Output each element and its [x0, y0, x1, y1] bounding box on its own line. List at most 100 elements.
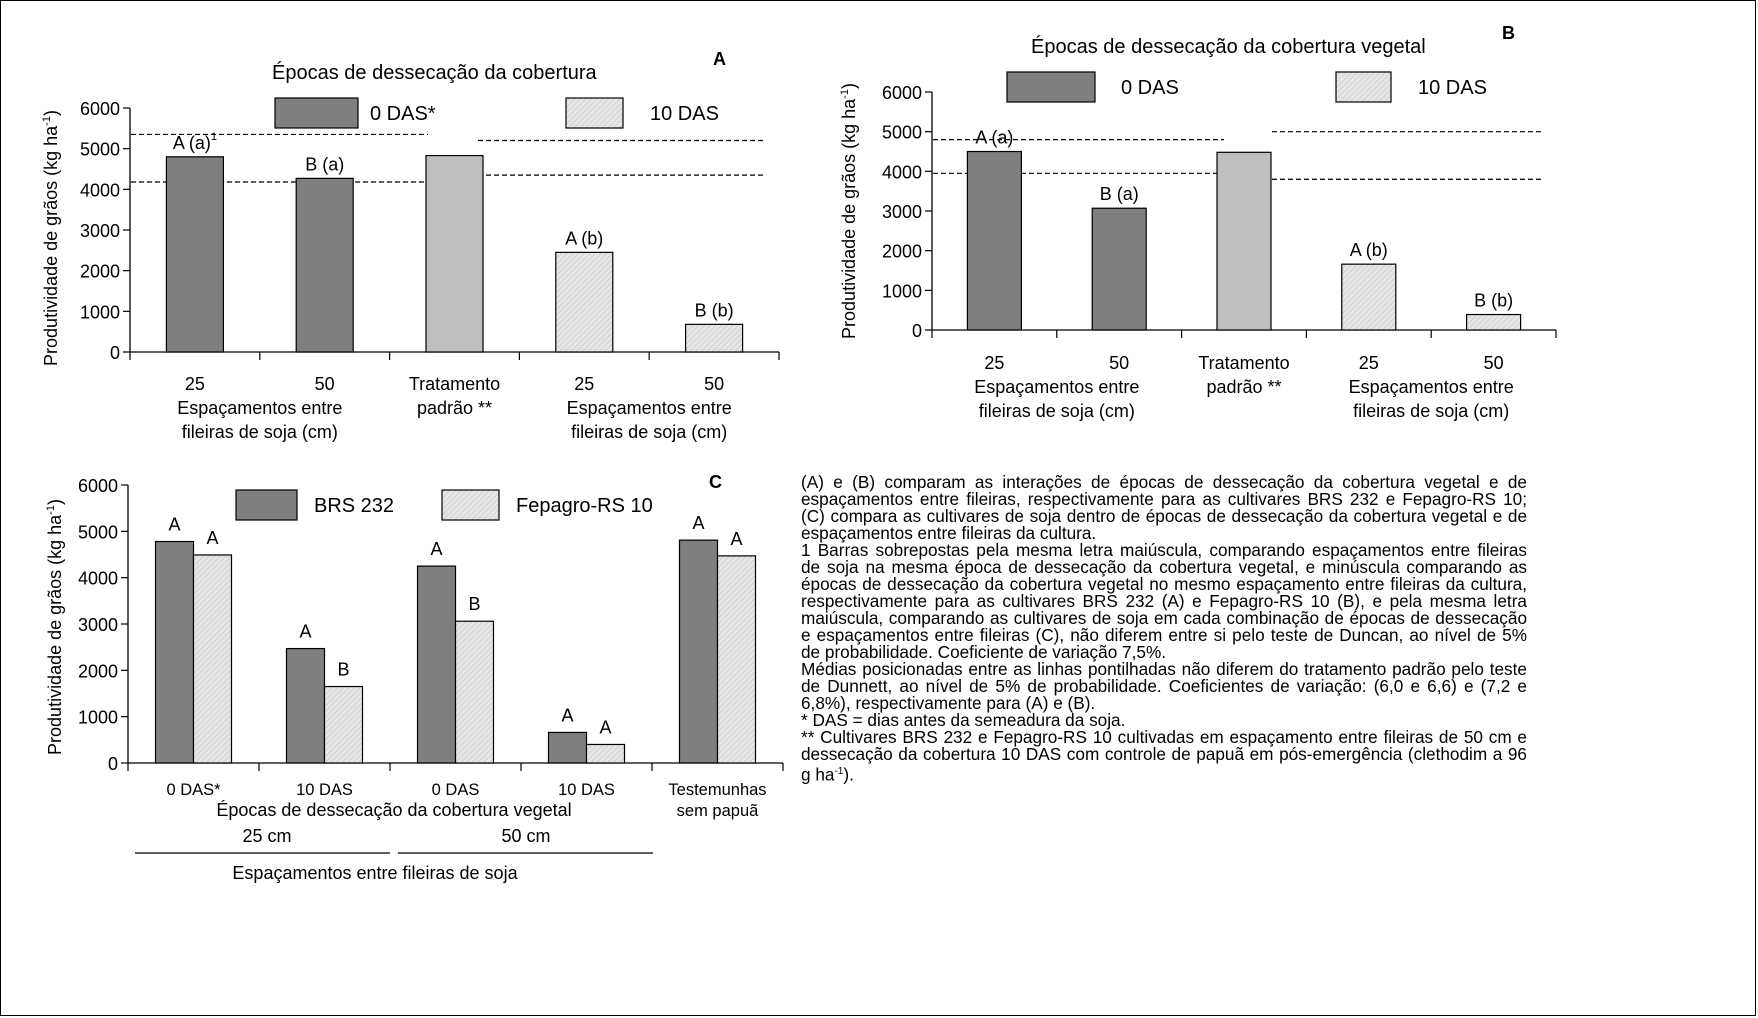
b-bar-label: B (b) — [1474, 291, 1513, 311]
a-x-label: 25 — [574, 374, 594, 394]
a-bar — [684, 323, 744, 353]
b-y-tick-label: 2000 — [882, 242, 922, 262]
a-legend-label: 10 DAS — [650, 103, 719, 125]
spacing-title-c: Espaçamentos entre fileiras de soja — [232, 863, 518, 883]
c-x-label: sem papuã — [677, 802, 759, 820]
a-x-label: fileiras de soja (cm) — [571, 422, 727, 442]
a-bar — [295, 177, 354, 353]
c-bar-label: A — [299, 622, 311, 642]
panel-letter-b: B — [1502, 23, 1515, 43]
b-y-tick-label: 3000 — [882, 202, 922, 222]
c-bar-label: A — [430, 539, 442, 559]
a-y-tick-label: 5000 — [80, 140, 120, 160]
c-x-label: 0 DAS* — [166, 781, 221, 799]
b-legend-swatch — [1335, 71, 1392, 103]
c-x-label: 10 DAS — [296, 781, 353, 799]
b-x-label: Tratamento — [1198, 353, 1289, 373]
panel-letter-a: A — [713, 49, 726, 69]
b-x-label: padrão ** — [1206, 377, 1281, 397]
b-y-tick-label: 4000 — [882, 162, 922, 182]
b-x-label: 50 — [1484, 353, 1504, 373]
b-x-label: 25 — [1359, 353, 1379, 373]
c-bar-label: B — [468, 594, 480, 614]
c-bar — [454, 620, 495, 764]
c-bar — [716, 555, 757, 764]
c-x-label: Testemunhas — [668, 781, 766, 799]
b-bar — [1341, 263, 1397, 331]
c-bar — [285, 647, 326, 764]
c-bar-label: A — [168, 515, 180, 535]
y-axis-label-b: Produtividade de grãos (kg ha-1) — [839, 83, 859, 339]
c-y-tick-label: 0 — [108, 754, 118, 774]
c-legend-swatch — [235, 489, 298, 521]
c-y-tick-label: 1000 — [78, 708, 118, 728]
note-standard-treatment: ** Cultivares BRS 232 e Fepagro-RS 10 cu… — [801, 727, 1527, 785]
b-bar — [1465, 313, 1522, 331]
a-x-label: Tratamento — [409, 374, 500, 394]
c-legend-swatch — [441, 489, 500, 521]
c-legend-label: Fepagro-RS 10 — [516, 495, 653, 517]
panel-letter-c: C — [709, 472, 722, 492]
chart-panel-b: B Épocas de dessecação da cobertura vege… — [839, 23, 1557, 421]
c-x-label: 0 DAS — [432, 781, 480, 799]
b-x-group-label: Espaçamentos entre — [1349, 377, 1514, 397]
note-dunnett: Médias posicionadas entre as linhas pont… — [801, 659, 1527, 713]
y-axis-label-c: Produtividade de grãos (kg ha-1) — [45, 499, 65, 755]
a-y-tick-label: 3000 — [80, 221, 120, 241]
b-bar-label: B (a) — [1100, 184, 1139, 204]
b-x-label: 25 — [984, 353, 1004, 373]
a-bar — [425, 154, 484, 353]
b-x-group-label: fileiras de soja (cm) — [979, 401, 1135, 421]
c-bar-label: A — [561, 705, 573, 725]
b-bar — [966, 150, 1022, 331]
c-bar-label: A — [599, 717, 611, 737]
a-y-tick-label: 4000 — [80, 180, 120, 200]
a-bar — [555, 251, 614, 353]
b-bar — [1091, 207, 1147, 331]
a-legend-label: 0 DAS* — [370, 103, 436, 125]
a-x-label: 50 — [315, 374, 335, 394]
a-y-tick-label: 6000 — [80, 99, 120, 119]
b-y-tick-label: 5000 — [882, 123, 922, 143]
chart-panel-c: C Produtividade de grãos (kg ha-1) BRS 2… — [45, 472, 784, 883]
a-bar-label: B (b) — [695, 300, 734, 320]
c-bar — [416, 565, 457, 764]
b-x-group-label: fileiras de soja (cm) — [1353, 401, 1509, 421]
a-x-label: fileiras de soja (cm) — [182, 422, 338, 442]
c-bar — [323, 685, 364, 764]
note-panels: (A) e (B) comparam as interações de époc… — [801, 472, 1527, 543]
c-bar-label: A — [692, 513, 704, 533]
note-das: * DAS = dias antes da semeadura da soja. — [801, 710, 1126, 730]
c-bar-label: B — [337, 660, 349, 680]
spacing-label-50: 50 cm — [501, 826, 550, 846]
c-bar — [192, 554, 233, 764]
b-bar — [1216, 151, 1272, 331]
b-y-tick-label: 1000 — [882, 281, 922, 301]
c-y-tick-label: 5000 — [78, 522, 118, 542]
a-y-tick-label: 2000 — [80, 262, 120, 282]
b-bar-label: A (a) — [975, 128, 1013, 148]
b-x-group-label: Espaçamentos entre — [974, 377, 1139, 397]
y-axis-label-a: Produtividade de grãos (kg ha-1) — [41, 110, 61, 366]
a-x-label: Espaçamentos entre — [177, 398, 342, 418]
a-bar-label: A (b) — [565, 228, 603, 248]
c-y-tick-label: 4000 — [78, 569, 118, 589]
a-legend-swatch — [274, 97, 359, 129]
c-bar — [678, 539, 719, 764]
c-y-tick-label: 2000 — [78, 661, 118, 681]
c-bar — [154, 540, 195, 764]
chart-panel-a: A Épocas de dessecação da cobertura Prod… — [41, 49, 780, 442]
c-bar-label: A — [730, 529, 742, 549]
b-legend-label: 10 DAS — [1418, 77, 1487, 99]
chart-title-b: Épocas de dessecação da cobertura vegeta… — [1031, 35, 1426, 58]
chart-title-a: Épocas de dessecação da cobertura — [272, 61, 598, 84]
a-bar-label: A (a)1 — [173, 131, 217, 153]
a-x-label: Espaçamentos entre — [567, 398, 732, 418]
b-bar-label: A (b) — [1350, 240, 1388, 260]
a-x-label: 50 — [704, 374, 724, 394]
c-y-tick-label: 3000 — [78, 615, 118, 635]
a-x-label: padrão ** — [417, 398, 492, 418]
a-bar-label: B (a) — [305, 154, 344, 174]
b-legend-swatch — [1006, 71, 1096, 103]
b-x-label: 50 — [1109, 353, 1129, 373]
